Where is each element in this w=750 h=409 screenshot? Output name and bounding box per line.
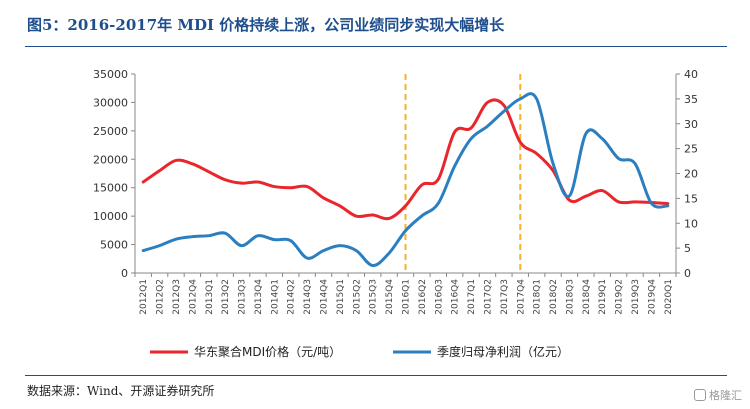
legend-label-profit: 季度归母净利润（亿元） (437, 344, 569, 359)
x-axis-tick-label: 2019Q3 (631, 279, 641, 315)
right-axis-tick-label: 40 (684, 68, 698, 81)
right-axis-tick-label: 35 (684, 93, 698, 106)
left-axis-tick-label: 35000 (93, 68, 128, 81)
right-axis-tick-label: 5 (684, 242, 691, 255)
x-axis-tick-label: 2012Q1 (139, 279, 149, 315)
x-axis-tick-label: 2012Q2 (156, 279, 166, 315)
left-axis-tick-label: 5000 (100, 239, 128, 252)
x-axis-tick-label: 2014Q1 (270, 279, 280, 315)
left-axis-tick-label: 30000 (93, 96, 128, 109)
x-axis-tick-label: 2019Q4 (647, 279, 657, 315)
profit-series-line (141, 92, 670, 268)
right-axis-tick-label: 10 (684, 217, 698, 230)
x-axis-tick-label: 2017Q2 (483, 279, 493, 315)
x-axis-tick-label: 2015Q4 (385, 279, 395, 315)
left-axis-tick-label: 15000 (93, 182, 128, 195)
source-divider (25, 375, 727, 376)
x-axis-tick-label: 2013Q1 (205, 279, 215, 315)
x-axis-tick-label: 2019Q1 (598, 279, 608, 315)
left-axis-tick-label: 0 (121, 267, 128, 280)
x-axis-tick-label: 2014Q4 (320, 279, 330, 315)
x-axis-tick-label: 2019Q2 (615, 279, 625, 315)
x-axis-tick-label: 2013Q3 (238, 279, 248, 315)
watermark: 格隆汇 (694, 387, 742, 403)
x-axis-tick-label: 2016Q3 (434, 279, 444, 315)
x-axis-tick-label: 2016Q2 (418, 279, 428, 315)
right-axis-tick-label: 15 (684, 192, 698, 205)
x-axis-tick-label: 2015Q1 (336, 279, 346, 315)
title-divider (25, 46, 727, 47)
left-axis-tick-label: 10000 (93, 210, 128, 223)
x-axis-tick-label: 2012Q4 (188, 279, 198, 315)
x-axis-tick-label: 2016Q4 (451, 279, 461, 315)
left-axis-tick-label: 25000 (93, 125, 128, 138)
watermark-text: 格隆汇 (709, 389, 742, 402)
price-series-line (141, 98, 670, 221)
right-axis-tick-label: 25 (684, 143, 698, 156)
x-axis-tick-label: 2020Q1 (664, 279, 674, 315)
x-axis-tick-label: 2017Q4 (516, 279, 526, 315)
x-axis-tick-label: 2018Q4 (582, 279, 592, 315)
left-axis-tick-label: 20000 (93, 153, 128, 166)
x-axis-tick-label: 2013Q2 (221, 279, 231, 315)
right-axis-tick-label: 30 (684, 118, 698, 131)
figure-source: 数据来源：Wind、开源证券研究所 (27, 384, 215, 398)
x-axis-tick-label: 2012Q3 (172, 279, 182, 315)
watermark-icon (694, 389, 706, 401)
x-axis-tick-label: 2013Q4 (254, 279, 264, 315)
x-axis-tick-label: 2018Q2 (549, 279, 559, 315)
right-axis-tick-label: 0 (684, 267, 691, 280)
x-axis-tick-label: 2014Q3 (303, 279, 313, 315)
x-axis-tick-label: 2016Q1 (402, 279, 412, 315)
right-axis-tick-label: 20 (684, 168, 698, 181)
x-axis-tick-label: 2017Q1 (467, 279, 477, 315)
x-axis-tick-label: 2015Q3 (369, 279, 379, 315)
figure-title: 图5：2016-2017年 MDI 价格持续上涨，公司业绩同步实现大幅增长 (27, 16, 505, 34)
x-axis-tick-label: 2017Q3 (500, 279, 510, 315)
x-axis-tick-label: 2015Q2 (352, 279, 362, 315)
x-axis-tick-label: 2014Q2 (287, 279, 297, 315)
legend-label-price: 华东聚合MDI价格（元/吨） (194, 344, 341, 359)
x-axis-tick-label: 2018Q3 (565, 279, 575, 315)
x-axis-tick-label: 2018Q1 (533, 279, 543, 315)
